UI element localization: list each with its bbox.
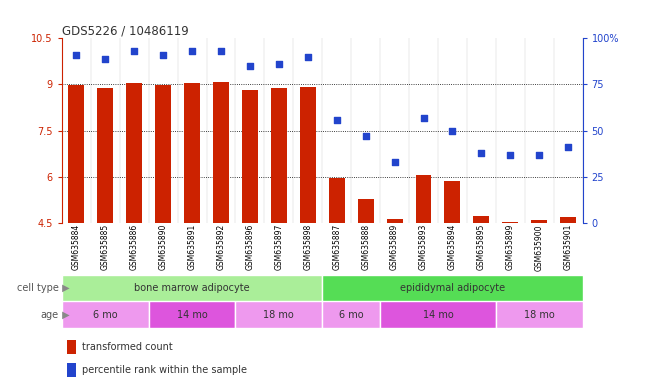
Text: transformed count: transformed count (81, 342, 173, 352)
Point (71, 52, 81, 58)
Point (187, 48, 197, 55)
Text: ▶: ▶ (59, 310, 70, 320)
Text: age: age (40, 310, 59, 320)
Point (215, 48, 226, 55)
Bar (387, 219, 402, 223)
Bar (97, 88, 113, 223)
Bar (357, 199, 374, 223)
Point (534, 151, 544, 157)
Bar (242, 90, 258, 223)
Text: 18 mo: 18 mo (264, 310, 294, 320)
Point (447, 127, 458, 134)
Bar (62, 301, 148, 328)
Bar (496, 301, 583, 328)
Point (331, 116, 342, 122)
Text: GDS5226 / 10486119: GDS5226 / 10486119 (62, 24, 189, 37)
Text: 14 mo: 14 mo (422, 310, 453, 320)
Point (129, 48, 139, 55)
Text: epididymal adipocyte: epididymal adipocyte (400, 283, 505, 293)
Bar (322, 301, 380, 328)
Bar (322, 275, 583, 301)
Point (389, 159, 400, 165)
Text: 18 mo: 18 mo (524, 310, 555, 320)
Text: bone marrow adipocyte: bone marrow adipocyte (134, 283, 250, 293)
Text: cell type: cell type (17, 283, 59, 293)
Point (158, 52, 169, 58)
Text: 14 mo: 14 mo (176, 310, 208, 320)
Text: percentile rank within the sample: percentile rank within the sample (81, 364, 247, 374)
Bar (445, 181, 460, 223)
Bar (300, 87, 316, 223)
Bar (380, 301, 496, 328)
Bar (271, 88, 287, 223)
Point (273, 61, 284, 67)
Bar (68, 85, 84, 223)
Point (361, 133, 371, 139)
Point (245, 63, 255, 69)
Point (303, 54, 313, 60)
Bar (473, 216, 490, 223)
Bar (126, 83, 142, 223)
Text: ▶: ▶ (59, 283, 70, 293)
Bar (329, 178, 344, 223)
Bar (531, 220, 547, 223)
Point (563, 144, 574, 150)
Bar (213, 82, 229, 223)
Point (476, 150, 486, 156)
Bar (236, 301, 322, 328)
Bar (148, 301, 236, 328)
Bar (62, 275, 322, 301)
Bar (67, 340, 76, 354)
Bar (155, 85, 171, 223)
Text: 6 mo: 6 mo (93, 310, 118, 320)
Text: 6 mo: 6 mo (339, 310, 363, 320)
Bar (67, 362, 76, 376)
Bar (561, 217, 576, 223)
Point (419, 114, 429, 121)
Bar (184, 83, 200, 223)
Bar (415, 175, 432, 223)
Point (505, 151, 516, 157)
Point (100, 56, 111, 62)
Bar (503, 222, 518, 223)
